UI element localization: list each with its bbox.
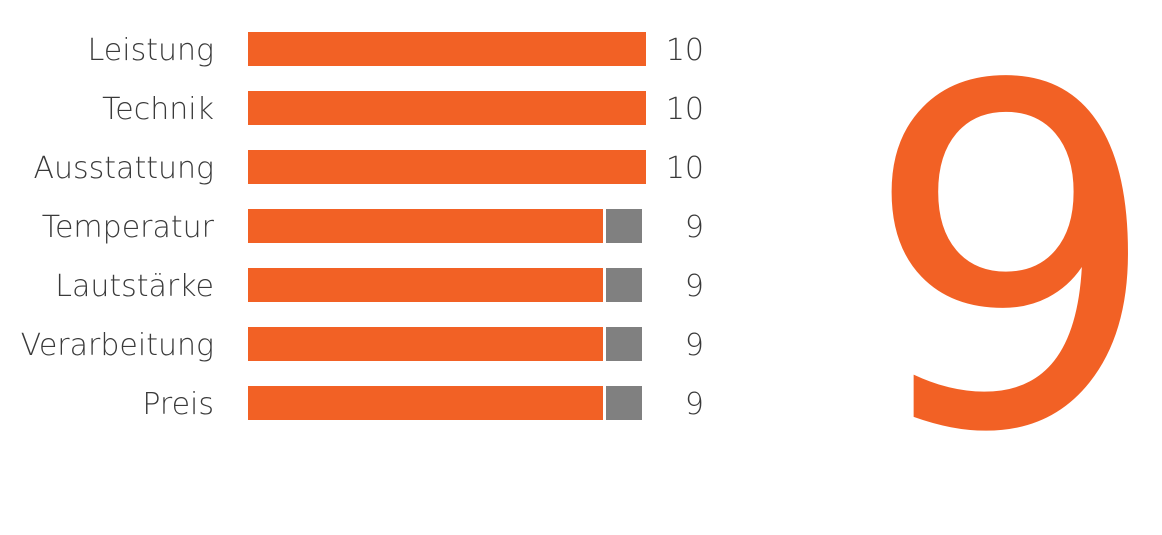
score-bar <box>248 327 603 361</box>
category-label: Preis <box>142 387 214 422</box>
score-bar <box>248 386 603 420</box>
score-bar <box>248 150 646 184</box>
overall-score: 9 <box>862 0 1162 535</box>
score-bar <box>248 91 646 125</box>
category-label: Ausstattung <box>34 151 215 186</box>
category-label: Technik <box>102 92 214 127</box>
value-label: 9 <box>685 269 704 304</box>
value-label: 10 <box>666 92 704 127</box>
score-bar <box>248 32 646 66</box>
value-label: 10 <box>666 33 704 68</box>
value-label: 9 <box>685 210 704 245</box>
score-remainder-bar <box>606 327 642 361</box>
rating-bar-chart: Leistung 10 Technik 10 Ausstattung 10 Temperat… <box>21 32 704 422</box>
category-label: Verarbeitung <box>21 328 214 363</box>
category-label: Leistung <box>88 33 214 68</box>
score-remainder-bar <box>606 209 642 243</box>
score-remainder-bar <box>606 268 642 302</box>
value-label: 9 <box>685 387 704 422</box>
value-label: 9 <box>685 328 704 363</box>
score-bar <box>248 268 603 302</box>
category-label: Lautstärke <box>55 269 214 304</box>
category-label: Temperatur <box>42 210 215 245</box>
score-bar <box>248 209 603 243</box>
score-remainder-bar <box>606 386 642 420</box>
value-label: 10 <box>666 151 704 186</box>
